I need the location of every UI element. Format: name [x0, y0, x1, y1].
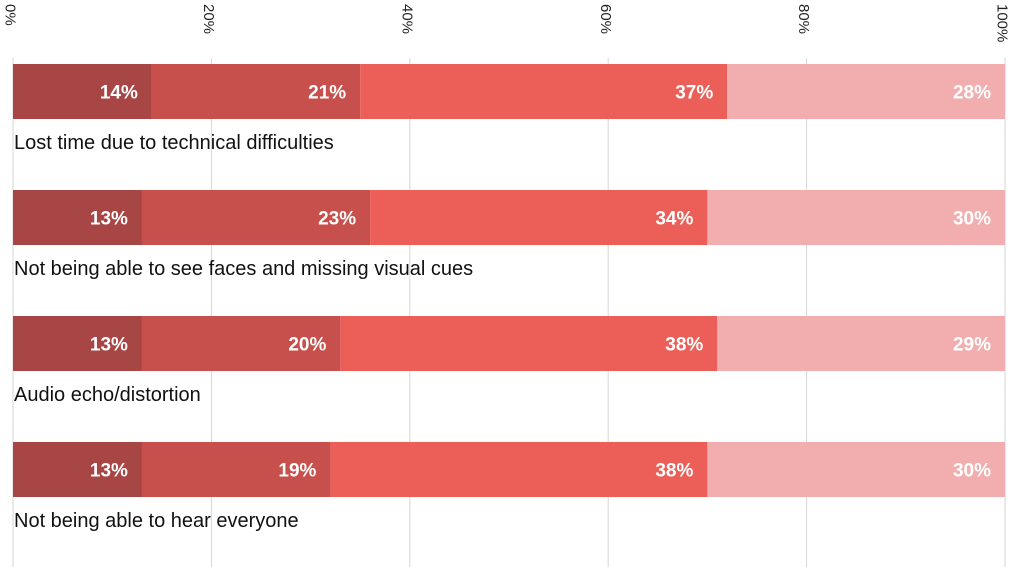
bar-segment-row2-seg4: [707, 190, 1005, 245]
bar-segment-row2-seg1: [13, 190, 142, 245]
x-tick-label-0: 0%: [2, 4, 19, 26]
category-label-4: Not being able to hear everyone: [14, 510, 299, 532]
bars: [13, 64, 1005, 497]
x-tick-label-20: 20%: [200, 4, 217, 34]
data-label-row2-seg1: 13%: [90, 209, 128, 230]
data-label-row3-seg2: 20%: [288, 335, 326, 356]
data-label-row4-seg3: 38%: [655, 461, 693, 482]
bar-segment-row3-seg3: [340, 316, 718, 371]
bar-segment-row3-seg1: [13, 316, 142, 371]
bar-segment-row4-seg3: [330, 442, 708, 497]
bar-segment-row1-seg1: [13, 64, 152, 119]
category-label-3: Audio echo/distortion: [14, 384, 201, 406]
bar-segment-row2-seg3: [370, 190, 708, 245]
bar-segment-row4-seg2: [141, 442, 331, 497]
x-tick-label-100: 100%: [994, 4, 1011, 42]
bar-segment-row1-seg3: [360, 64, 728, 119]
data-label-row1-seg1: 14%: [100, 83, 138, 104]
data-label-row3-seg3: 38%: [665, 335, 703, 356]
data-label-row4-seg1: 13%: [90, 461, 128, 482]
category-label-2: Not being able to see faces and missing …: [14, 258, 473, 280]
data-label-row2-seg3: 34%: [655, 209, 693, 230]
bar-segment-row2-seg2: [141, 190, 371, 245]
data-label-row3-seg4: 29%: [953, 335, 991, 356]
bar-segment-row3-seg2: [141, 316, 341, 371]
data-label-row3-seg1: 13%: [90, 335, 128, 356]
data-label-row4-seg2: 19%: [278, 461, 316, 482]
data-label-row1-seg3: 37%: [675, 83, 713, 104]
data-label-row1-seg4: 28%: [953, 83, 991, 104]
bar-segment-row4-seg1: [13, 442, 142, 497]
labels: 0% 20% 40% 60% 80% 100% 14% 21% 37% 28% Lost time …: [2, 4, 1011, 532]
bar-segment-row3-seg4: [717, 316, 1005, 371]
category-label-1: Lost time due to technical difficulties: [14, 132, 334, 154]
x-tick-label-60: 60%: [597, 4, 614, 34]
bar-segment-row1-seg4: [727, 64, 1005, 119]
data-label-row1-seg2: 21%: [308, 83, 346, 104]
data-label-row4-seg4: 30%: [953, 461, 991, 482]
x-tick-label-40: 40%: [398, 4, 415, 34]
data-label-row2-seg4: 30%: [953, 209, 991, 230]
bar-segment-row4-seg4: [707, 442, 1005, 497]
x-tick-label-80: 80%: [795, 4, 812, 34]
data-label-row2-seg2: 23%: [318, 209, 356, 230]
bar-segment-row1-seg2: [151, 64, 361, 119]
